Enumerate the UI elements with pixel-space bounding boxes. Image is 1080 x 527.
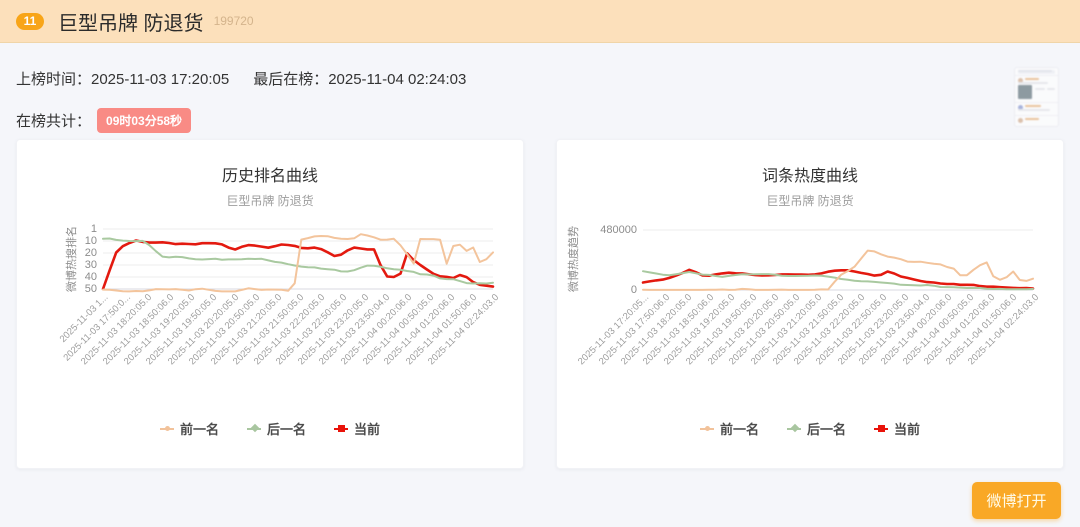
svg-text:微博热搜排名: 微博热搜排名 xyxy=(64,226,78,292)
svg-text:30: 30 xyxy=(85,259,97,271)
svg-text:480000: 480000 xyxy=(600,224,637,236)
svg-text:10: 10 xyxy=(85,235,97,247)
svg-text:微博热度趋势: 微博热度趋势 xyxy=(566,226,580,292)
svg-text:1: 1 xyxy=(91,223,97,235)
svg-text:40: 40 xyxy=(85,271,97,283)
svg-text:20: 20 xyxy=(85,247,97,259)
